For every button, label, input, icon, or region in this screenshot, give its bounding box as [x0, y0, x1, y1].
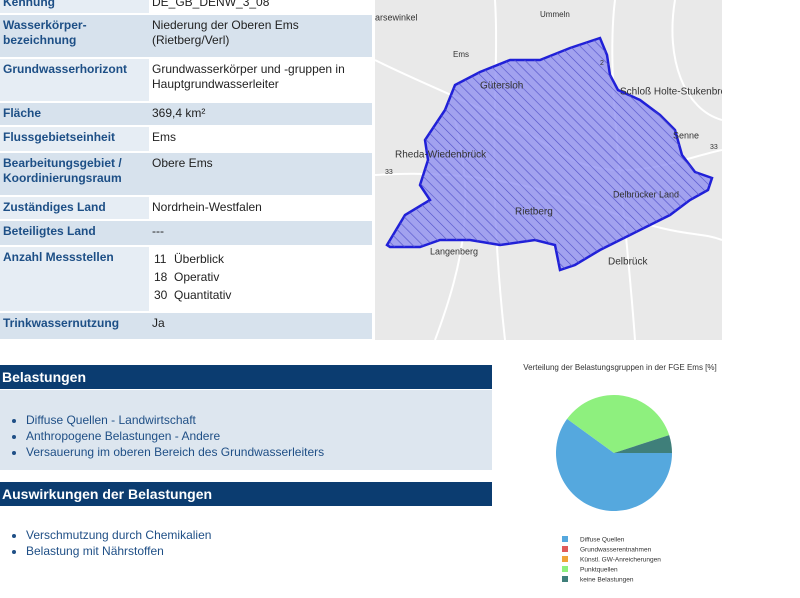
link-item[interactable]: Belastung mit Nährstoffen: [26, 543, 492, 559]
legend-swatch: [562, 536, 568, 542]
link-item[interactable]: Versauerung im oberen Bereich des Grundw…: [26, 444, 492, 460]
count-line: 11 Überblick: [152, 250, 368, 268]
pie-slice: [567, 395, 670, 453]
count-line: 18 Operativ: [152, 268, 368, 286]
place-label: 33: [385, 169, 393, 176]
table-row: Zuständiges Land Nordrhein-Westfalen: [0, 196, 372, 221]
table-row: Wasserkörper-bezeichnung Niederung der Ob…: [0, 14, 372, 59]
legend-label: Künstl. GW-Anreicherungen: [580, 557, 661, 564]
legend-label: Punktquellen: [580, 567, 618, 574]
section-header: Auswirkungen der Belastungen: [0, 482, 492, 506]
place-label: Langenberg: [430, 246, 478, 256]
link-list: Diffuse Quellen - LandwirtschaftAnthropo…: [0, 412, 492, 460]
row-label: Trinkwassernutzung: [0, 312, 149, 341]
value-text: Nordrhein-Westfalen: [152, 200, 262, 214]
place-label: Rheda-Wiedenbrück: [395, 150, 487, 161]
row-value: ---: [149, 220, 372, 247]
count: 30: [154, 288, 168, 302]
pie-slice: [614, 435, 672, 453]
table-row: Fläche 369,4 km²: [0, 102, 372, 127]
table-row: Beteiligtes Land ---: [0, 220, 372, 247]
row-value: 11 Überblick 18 Operativ 30 Quantitativ: [149, 246, 372, 313]
row-value: DE_GB_DENW_3_08: [149, 0, 372, 15]
row-label: Beteiligtes Land: [0, 220, 149, 247]
pie-slice: [556, 418, 672, 511]
pie-chart: Verteilung der Belastungsgruppen in der …: [523, 363, 716, 584]
legend-swatch: [562, 566, 568, 572]
count: 11: [154, 252, 167, 266]
value-text: Niederung der Oberen Ems (Rietberg/Verl): [152, 18, 299, 47]
place-label: Rietberg: [515, 207, 553, 218]
count-kind: Überblick: [174, 252, 225, 266]
place-label: Delbrück: [608, 257, 648, 268]
map: arsewinkel Ummeln Gütersloh Schloß Holte-St…: [375, 0, 722, 340]
row-label: Flussgebietseinheit: [0, 126, 149, 153]
table-row: Trinkwassernutzung Ja: [0, 312, 372, 341]
place-label: Ummeln: [540, 10, 570, 19]
legend-label: keine Belastungen: [580, 577, 634, 584]
section-header: Belastungen: [0, 365, 492, 389]
link-list: Verschmutzung durch ChemikalienBelastung…: [0, 527, 492, 559]
table-row: Grundwasserhorizont Grundwasserkörper und…: [0, 58, 372, 103]
table-row: Bearbeitungsgebiet / Koordinierungsraum O…: [0, 152, 372, 197]
row-label: Zuständiges Land: [0, 196, 149, 221]
row-label: Wasserkörper-bezeichnung: [0, 14, 149, 59]
table-row: Flussgebietseinheit Ems: [0, 126, 372, 153]
place-label: Senne: [673, 130, 699, 140]
table-row: Anzahl Messstellen 11 Überblick 18 Operativ 3…: [0, 246, 372, 313]
link-item[interactable]: Diffuse Quellen - Landwirtschaft: [26, 412, 492, 428]
count: 18: [154, 270, 168, 284]
value-text: Ems: [152, 130, 176, 144]
legend-swatch: [562, 576, 568, 582]
legend-label: Diffuse Quellen: [580, 537, 625, 544]
count-kind: Quantitativ: [174, 288, 232, 302]
row-label: Grundwasserhorizont: [0, 58, 149, 103]
place-label: arsewinkel: [375, 12, 418, 22]
value-text: Obere Ems: [152, 156, 213, 170]
row-label: Bearbeitungsgebiet / Koordinierungsraum: [0, 152, 149, 197]
row-value: Grundwasserkörper und -gruppen in Hauptg…: [149, 58, 372, 103]
table-row: Kennung DE_GB_DENW_3_08: [0, 0, 372, 15]
value-text: DE_GB_DENW_3_08: [152, 0, 270, 9]
count-line: 30 Quantitativ: [152, 286, 368, 304]
value-text: ---: [152, 224, 164, 238]
row-value: Ems: [149, 126, 372, 153]
value-text: 369,4 km²: [152, 106, 206, 120]
place-label: 33: [710, 144, 718, 151]
section-body: Diffuse Quellen - LandwirtschaftAnthropo…: [0, 390, 492, 470]
row-value: 369,4 km²: [149, 102, 372, 127]
row-label: Kennung: [0, 0, 149, 15]
value-text: Ja: [152, 316, 165, 330]
water-body-hatch: [387, 38, 712, 270]
section-body: Verschmutzung durch ChemikalienBelastung…: [0, 506, 492, 566]
legend-swatch: [562, 546, 568, 552]
place-label: 2: [600, 60, 604, 67]
row-label: Anzahl Messstellen: [0, 246, 149, 313]
legend-swatch: [562, 556, 568, 562]
place-label: Delbrücker Land: [613, 189, 679, 199]
info-table: Kennung DE_GB_DENW_3_08 Wasserkörper-bezei…: [0, 0, 372, 341]
link-item[interactable]: Anthropogene Belastungen - Andere: [26, 428, 492, 444]
place-label: Ems: [453, 50, 469, 59]
row-value: Obere Ems: [149, 152, 372, 197]
link-item[interactable]: Verschmutzung durch Chemikalien: [26, 527, 492, 543]
legend-label: Grundwasserentnahmen: [580, 547, 652, 554]
row-value: Ja: [149, 312, 372, 341]
count-kind: Operativ: [174, 270, 220, 284]
row-value: Nordrhein-Westfalen: [149, 196, 372, 221]
place-label: Gütersloh: [480, 81, 523, 92]
row-label: Fläche: [0, 102, 149, 127]
row-value: Niederung der Oberen Ems (Rietberg/Verl): [149, 14, 372, 59]
value-text: Grundwasserkörper und -gruppen in Hauptg…: [152, 62, 345, 91]
place-label: Schloß Holte-Stukenbro: [620, 87, 722, 98]
chart-title: Verteilung der Belastungsgruppen in der …: [523, 363, 716, 372]
